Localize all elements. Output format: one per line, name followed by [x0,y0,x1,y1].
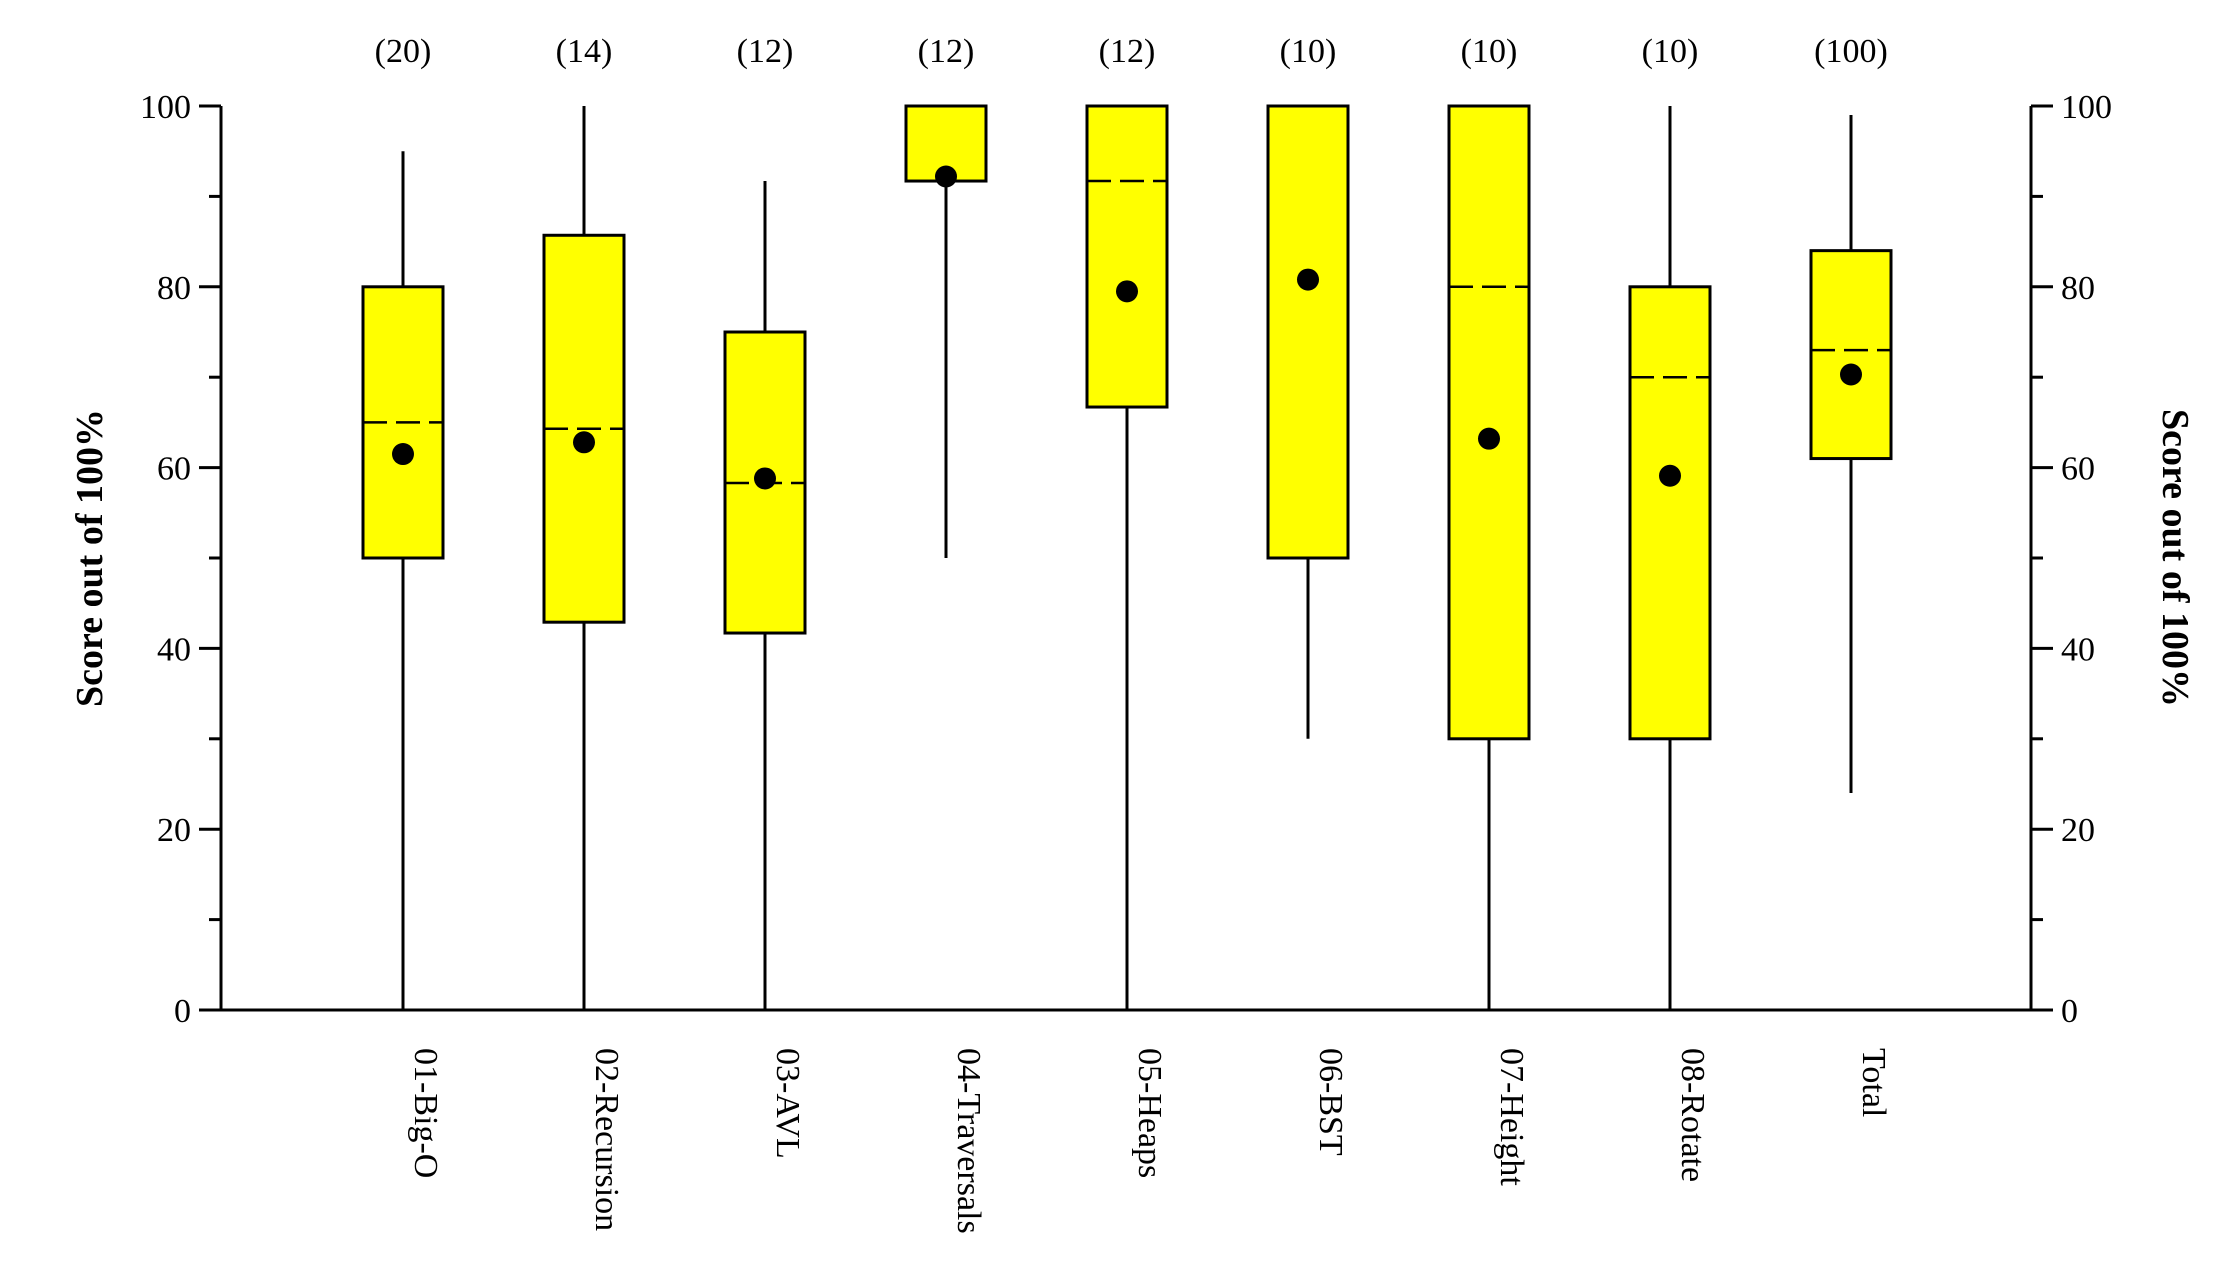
y-axis-title-left: Score out of 100% [69,409,111,707]
count-label: (100) [1814,33,1888,70]
mean-point [935,165,957,188]
y-tick-label-left: 100 [140,89,191,126]
category-label: 08-Rotate [1674,1048,1711,1182]
category-label: 03-AVL [769,1048,806,1159]
box-group [1447,104,1531,1010]
box-iqr [1085,104,1169,409]
mean-point [1840,363,1862,386]
count-label: (14) [556,33,613,70]
category-label: 02-Recursion [588,1048,625,1231]
boxes-layer [361,104,1893,1010]
category-label: 07-Height [1493,1048,1530,1186]
count-label: (20) [375,33,432,70]
count-label: (12) [737,33,794,70]
y-tick-label-right: 60 [2061,451,2095,488]
mean-point [1297,268,1319,291]
mean-point [1659,464,1681,487]
category-label: 01-Big-O [407,1048,444,1178]
box-group [1809,115,1893,794]
count-label: (10) [1461,33,1518,70]
box-group [1085,104,1169,1010]
y-tick-label-right: 0 [2061,993,2078,1030]
mean-point [754,467,776,490]
box-group [904,104,988,558]
mean-point [1478,427,1500,450]
count-label: (10) [1280,33,1337,70]
category-label: 04-Traversals [950,1048,987,1234]
mean-point [1116,280,1138,303]
count-label: (12) [1099,33,1156,70]
box-group [723,181,807,1010]
box-iqr [1266,104,1350,560]
labels-layer: (20) 01-Big-O (14) 02-Recursion (12) 03-AVL (1… [375,33,1892,1234]
category-label: Total [1855,1048,1892,1117]
y-tick-label-right: 80 [2061,270,2095,307]
y-tick-label-left: 60 [157,451,191,488]
count-label: (10) [1642,33,1699,70]
axes-layer: 0 0 20 20 40 40 60 60 80 80 100 100 Score out of 100… [69,89,2196,1030]
y-tick-label-right: 20 [2061,812,2095,849]
y-tick-label-left: 0 [174,993,191,1030]
box-iqr [1628,285,1712,741]
box-group [361,151,445,1010]
y-tick-label-left: 20 [157,812,191,849]
mean-point [573,431,595,454]
box-iqr [1447,104,1531,741]
box-group [1266,104,1350,739]
y-tick-label-right: 40 [2061,631,2095,668]
y-tick-label-right: 100 [2061,89,2112,126]
box-group [1628,106,1712,1010]
category-label: 05-Heaps [1131,1048,1168,1178]
category-label: 06-BST [1312,1048,1349,1156]
y-tick-label-left: 40 [157,631,191,668]
box-group [542,106,626,1010]
y-tick-label-left: 80 [157,270,191,307]
box-iqr [1809,249,1893,461]
count-label: (12) [918,33,975,70]
mean-point [392,443,414,466]
y-axis-title-right: Score out of 100% [2154,409,2196,707]
